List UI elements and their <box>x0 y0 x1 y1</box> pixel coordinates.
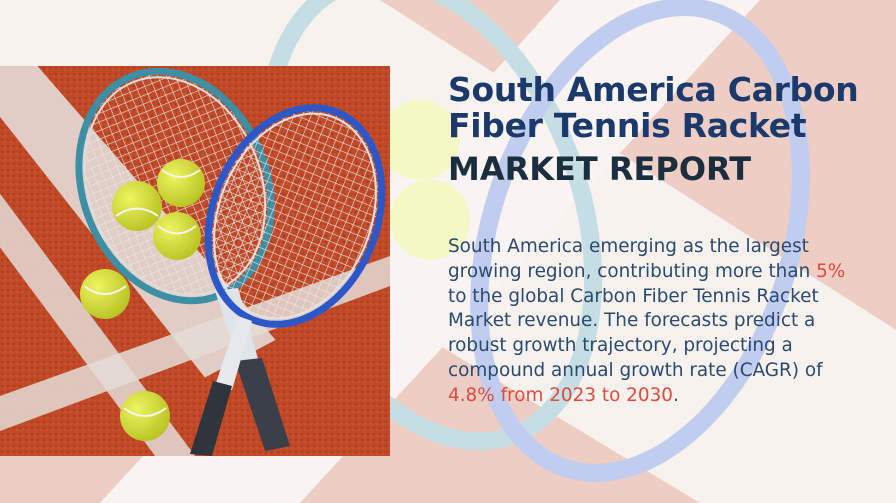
description-text-1: South America emerging as the largest gr… <box>448 236 817 282</box>
description-text-3: . <box>672 384 679 406</box>
report-subtitle: MARKET REPORT <box>448 150 752 188</box>
report-heading: South America Carbon Fiber Tennis Racket… <box>448 70 878 189</box>
share-highlight: 5% <box>816 260 846 282</box>
tennis-rackets-photo <box>0 66 390 456</box>
blue-racket <box>190 104 386 456</box>
cagr-highlight: 4.8% from 2023 to 2030 <box>448 384 673 406</box>
tennis-balls <box>80 159 205 441</box>
report-title: South America Carbon Fiber Tennis Racket <box>448 70 859 145</box>
report-description: South America emerging as the largest gr… <box>448 235 868 409</box>
description-text-2: to the global Carbon Fiber Tennis Racket… <box>448 285 823 381</box>
